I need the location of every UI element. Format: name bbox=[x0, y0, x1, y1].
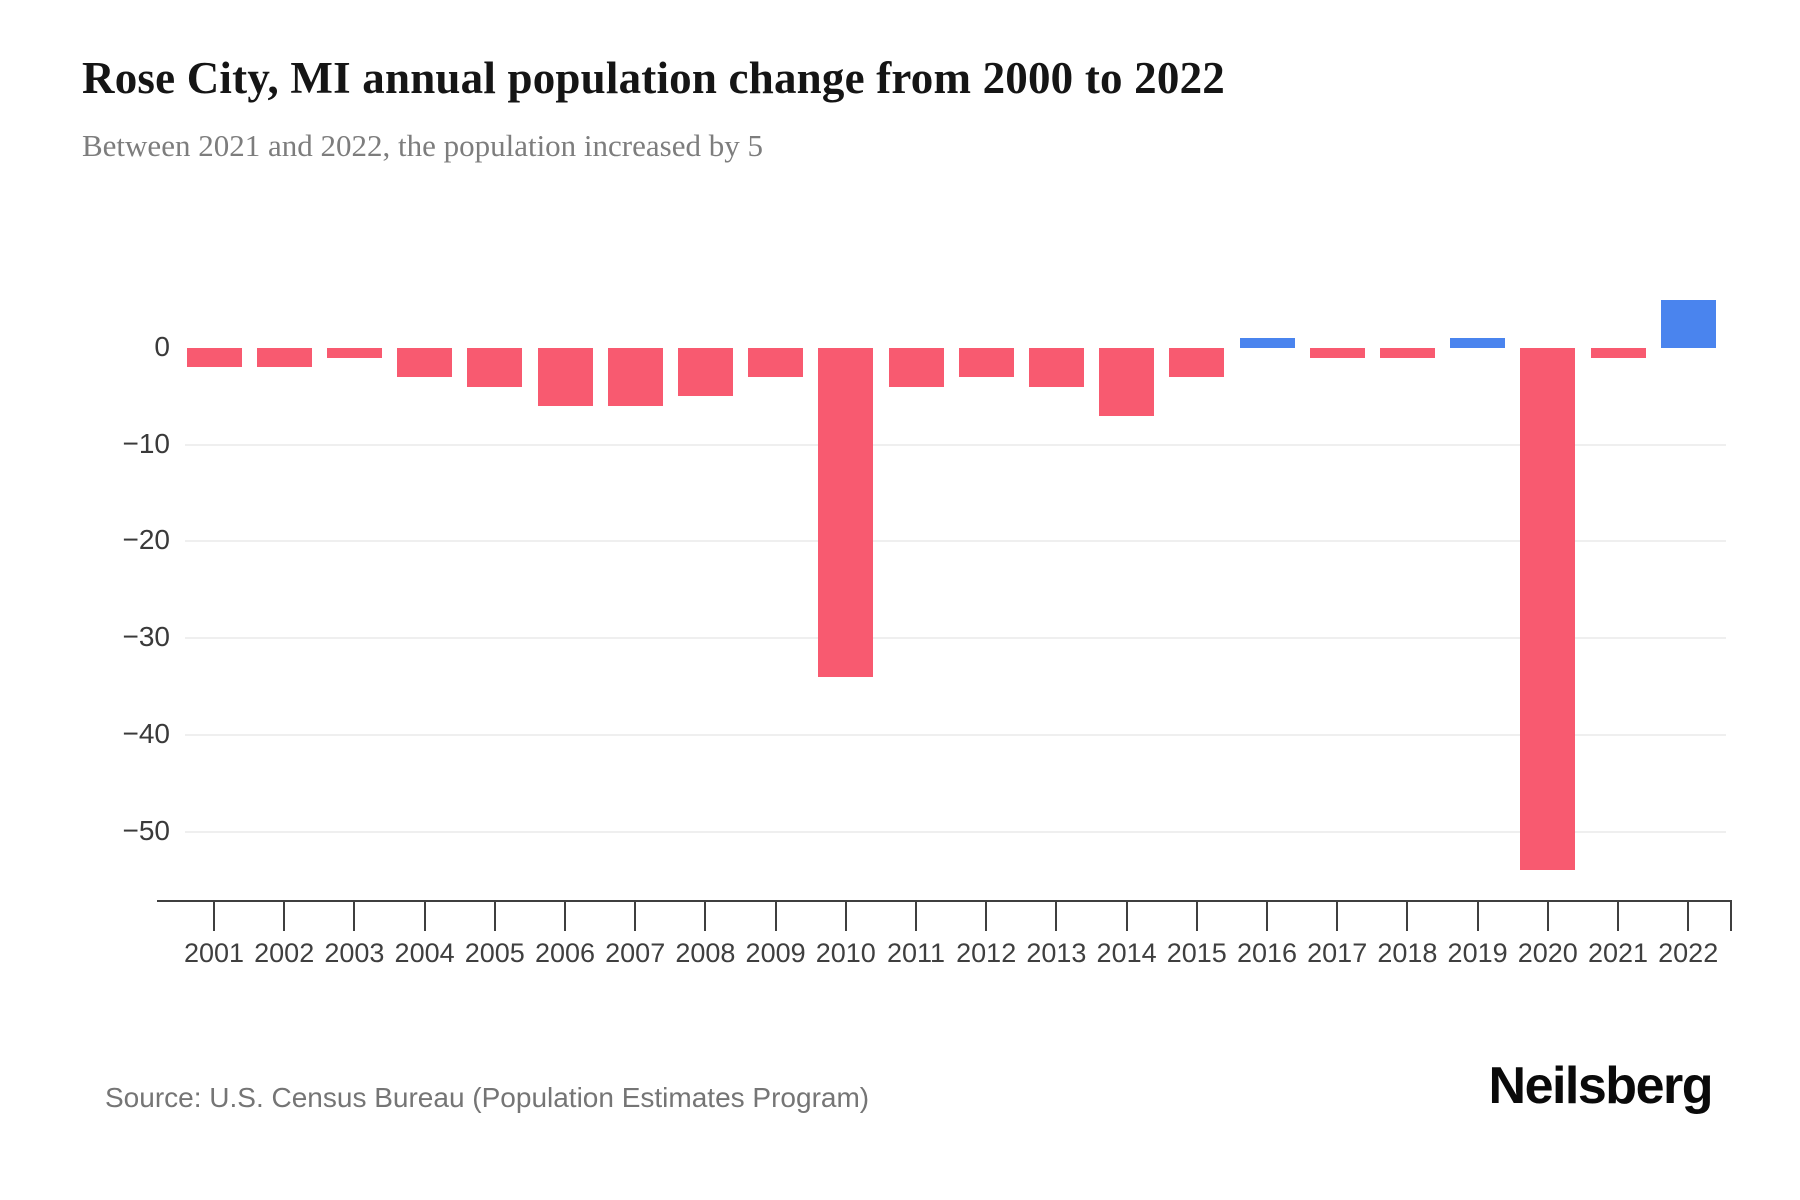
bar-2011[interactable] bbox=[888, 348, 944, 387]
bar-2015[interactable] bbox=[1169, 348, 1225, 377]
x-axis-tick bbox=[915, 902, 917, 931]
x-axis-tick-label: 2005 bbox=[464, 938, 525, 968]
bar-2012[interactable] bbox=[958, 348, 1014, 377]
x-axis-tick-label: 2016 bbox=[1236, 938, 1298, 968]
plot-area: 0 −10 −20 −30 −40 −50 2001 2002 2003 2004 2005 2006… bbox=[122, 299, 1732, 968]
x-axis-tick bbox=[1476, 902, 1479, 931]
gridline bbox=[185, 733, 1726, 736]
bar-2006[interactable] bbox=[537, 348, 593, 407]
x-axis-tick-label: 2002 bbox=[254, 938, 315, 968]
x-axis-tick bbox=[283, 902, 286, 931]
x-axis-tick-label: 2001 bbox=[183, 938, 245, 968]
bar-2017[interactable] bbox=[1309, 348, 1365, 358]
bar-2004[interactable] bbox=[397, 348, 453, 377]
neilsberg-logo: Neilsberg bbox=[1488, 1057, 1714, 1115]
gridline bbox=[185, 443, 1726, 446]
x-axis-tick bbox=[985, 902, 988, 931]
x-axis-tick bbox=[1687, 902, 1690, 931]
x-axis-tick-label: 2022 bbox=[1658, 938, 1719, 968]
x-axis-tick bbox=[1546, 902, 1549, 931]
y-axis-tick-label: −10 bbox=[122, 427, 171, 459]
x-axis-tick bbox=[493, 902, 496, 931]
x-axis-tick-label: 2010 bbox=[815, 938, 876, 968]
x-axis-tick bbox=[704, 902, 707, 931]
x-axis-tick bbox=[423, 902, 426, 931]
x-axis-tick bbox=[353, 902, 356, 931]
source-note: Source: U.S. Census Bureau (Population E… bbox=[105, 1082, 870, 1113]
x-axis-tick bbox=[564, 902, 566, 931]
bar-2008[interactable] bbox=[677, 348, 733, 397]
x-axis-tick bbox=[634, 902, 637, 931]
x-axis-end-tick bbox=[1730, 902, 1732, 931]
x-axis-tick bbox=[1336, 902, 1339, 931]
x-axis-tick bbox=[1406, 902, 1409, 931]
chart-subtitle: Between 2021 and 2022, the population in… bbox=[82, 128, 763, 163]
bar-2018[interactable] bbox=[1379, 348, 1435, 358]
x-axis-tick-label: 2008 bbox=[675, 938, 736, 968]
y-axis-tick-label: −30 bbox=[122, 621, 171, 653]
x-axis-tick-label: 2020 bbox=[1517, 938, 1578, 968]
gridline bbox=[185, 830, 1726, 833]
bar-2022[interactable] bbox=[1660, 299, 1716, 348]
x-axis-tick-label: 2007 bbox=[605, 938, 666, 968]
x-axis-tick bbox=[1195, 902, 1198, 931]
x-axis-tick-label: 2019 bbox=[1447, 938, 1508, 968]
x-axis-tick bbox=[1055, 902, 1058, 931]
bar-2009[interactable] bbox=[748, 348, 804, 377]
x-axis-tick-label: 2013 bbox=[1026, 938, 1087, 968]
y-axis-tick-label: 0 bbox=[154, 331, 170, 362]
x-axis-tick bbox=[1617, 902, 1619, 931]
x-axis-tick-label: 2003 bbox=[324, 938, 385, 968]
x-axis-tick-label: 2018 bbox=[1377, 938, 1438, 968]
x-axis-tick bbox=[774, 902, 777, 931]
bar-2013[interactable] bbox=[1028, 348, 1084, 387]
gridline bbox=[185, 637, 1726, 640]
bar-2021[interactable] bbox=[1590, 348, 1646, 358]
bar-2016[interactable] bbox=[1239, 338, 1295, 348]
bar-2003[interactable] bbox=[326, 348, 382, 358]
x-axis-tick-label: 2009 bbox=[745, 938, 806, 968]
x-axis-tick-label: 2015 bbox=[1166, 938, 1227, 968]
x-axis-tick-label: 2011 bbox=[886, 938, 946, 968]
x-axis-tick bbox=[844, 902, 847, 931]
bar-2010[interactable] bbox=[818, 348, 874, 677]
bar-2020[interactable] bbox=[1520, 348, 1576, 871]
x-axis-tick bbox=[1125, 902, 1128, 931]
y-axis-tick-label: −20 bbox=[122, 524, 171, 556]
x-axis-tick bbox=[213, 902, 215, 931]
chart-title: Rose City, MI annual population change f… bbox=[82, 53, 1225, 103]
bar-2014[interactable] bbox=[1099, 348, 1155, 416]
y-axis-tick-label: −40 bbox=[122, 717, 171, 749]
gridline bbox=[185, 540, 1726, 543]
x-axis-tick-label: 2014 bbox=[1096, 938, 1157, 968]
x-axis-tick-label: 2012 bbox=[956, 938, 1017, 968]
x-axis-tick bbox=[1266, 902, 1268, 931]
bar-2007[interactable] bbox=[607, 348, 663, 407]
x-axis-tick-label: 2017 bbox=[1307, 938, 1368, 968]
bar-2005[interactable] bbox=[467, 348, 523, 387]
bar-2001[interactable] bbox=[186, 348, 242, 368]
x-axis-line bbox=[157, 900, 1732, 902]
x-axis-tick-label: 2006 bbox=[534, 938, 596, 968]
y-axis-tick-label: −50 bbox=[122, 814, 171, 846]
x-axis-tick-label: 2004 bbox=[394, 938, 455, 968]
x-axis-tick-label: 2021 bbox=[1587, 938, 1649, 968]
bar-2002[interactable] bbox=[256, 348, 312, 368]
bar-2019[interactable] bbox=[1450, 338, 1506, 348]
